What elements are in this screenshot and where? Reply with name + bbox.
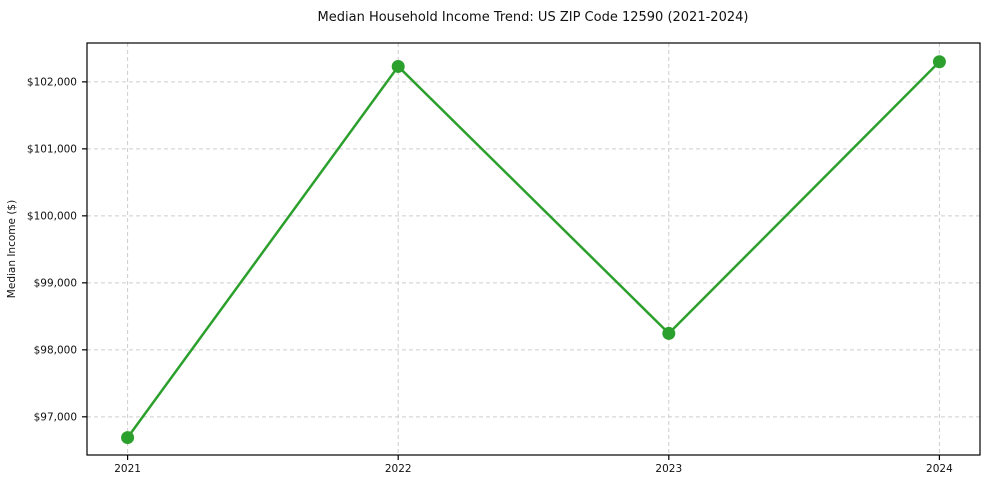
- x-tick-label: 2024: [926, 463, 953, 475]
- data-point-marker: [121, 431, 135, 445]
- y-axis-label: Median Income ($): [6, 200, 18, 298]
- plot-area: $97,000 $98,000 $99,000 $100,000 $101,000 $10…: [27, 42, 981, 475]
- data-point-marker: [662, 326, 676, 340]
- plot-border: [86, 42, 981, 456]
- y-tick-label: $99,000: [34, 277, 77, 289]
- x-tick-label: 2021: [114, 463, 141, 475]
- data-line: [126, 60, 941, 439]
- data-point-marker: [391, 59, 405, 73]
- y-tick-label: $100,000: [27, 210, 77, 222]
- y-tick-label: $101,000: [27, 143, 77, 155]
- data-point-marker: [932, 55, 946, 69]
- x-tick-label: 2022: [385, 463, 412, 475]
- chart-title: Median Household Income Trend: US ZIP Co…: [318, 10, 749, 25]
- y-tick-label: $98,000: [34, 344, 77, 356]
- y-tick-label: $102,000: [27, 76, 77, 88]
- x-tick-label: 2023: [655, 463, 682, 475]
- y-tick-label: $97,000: [34, 411, 77, 423]
